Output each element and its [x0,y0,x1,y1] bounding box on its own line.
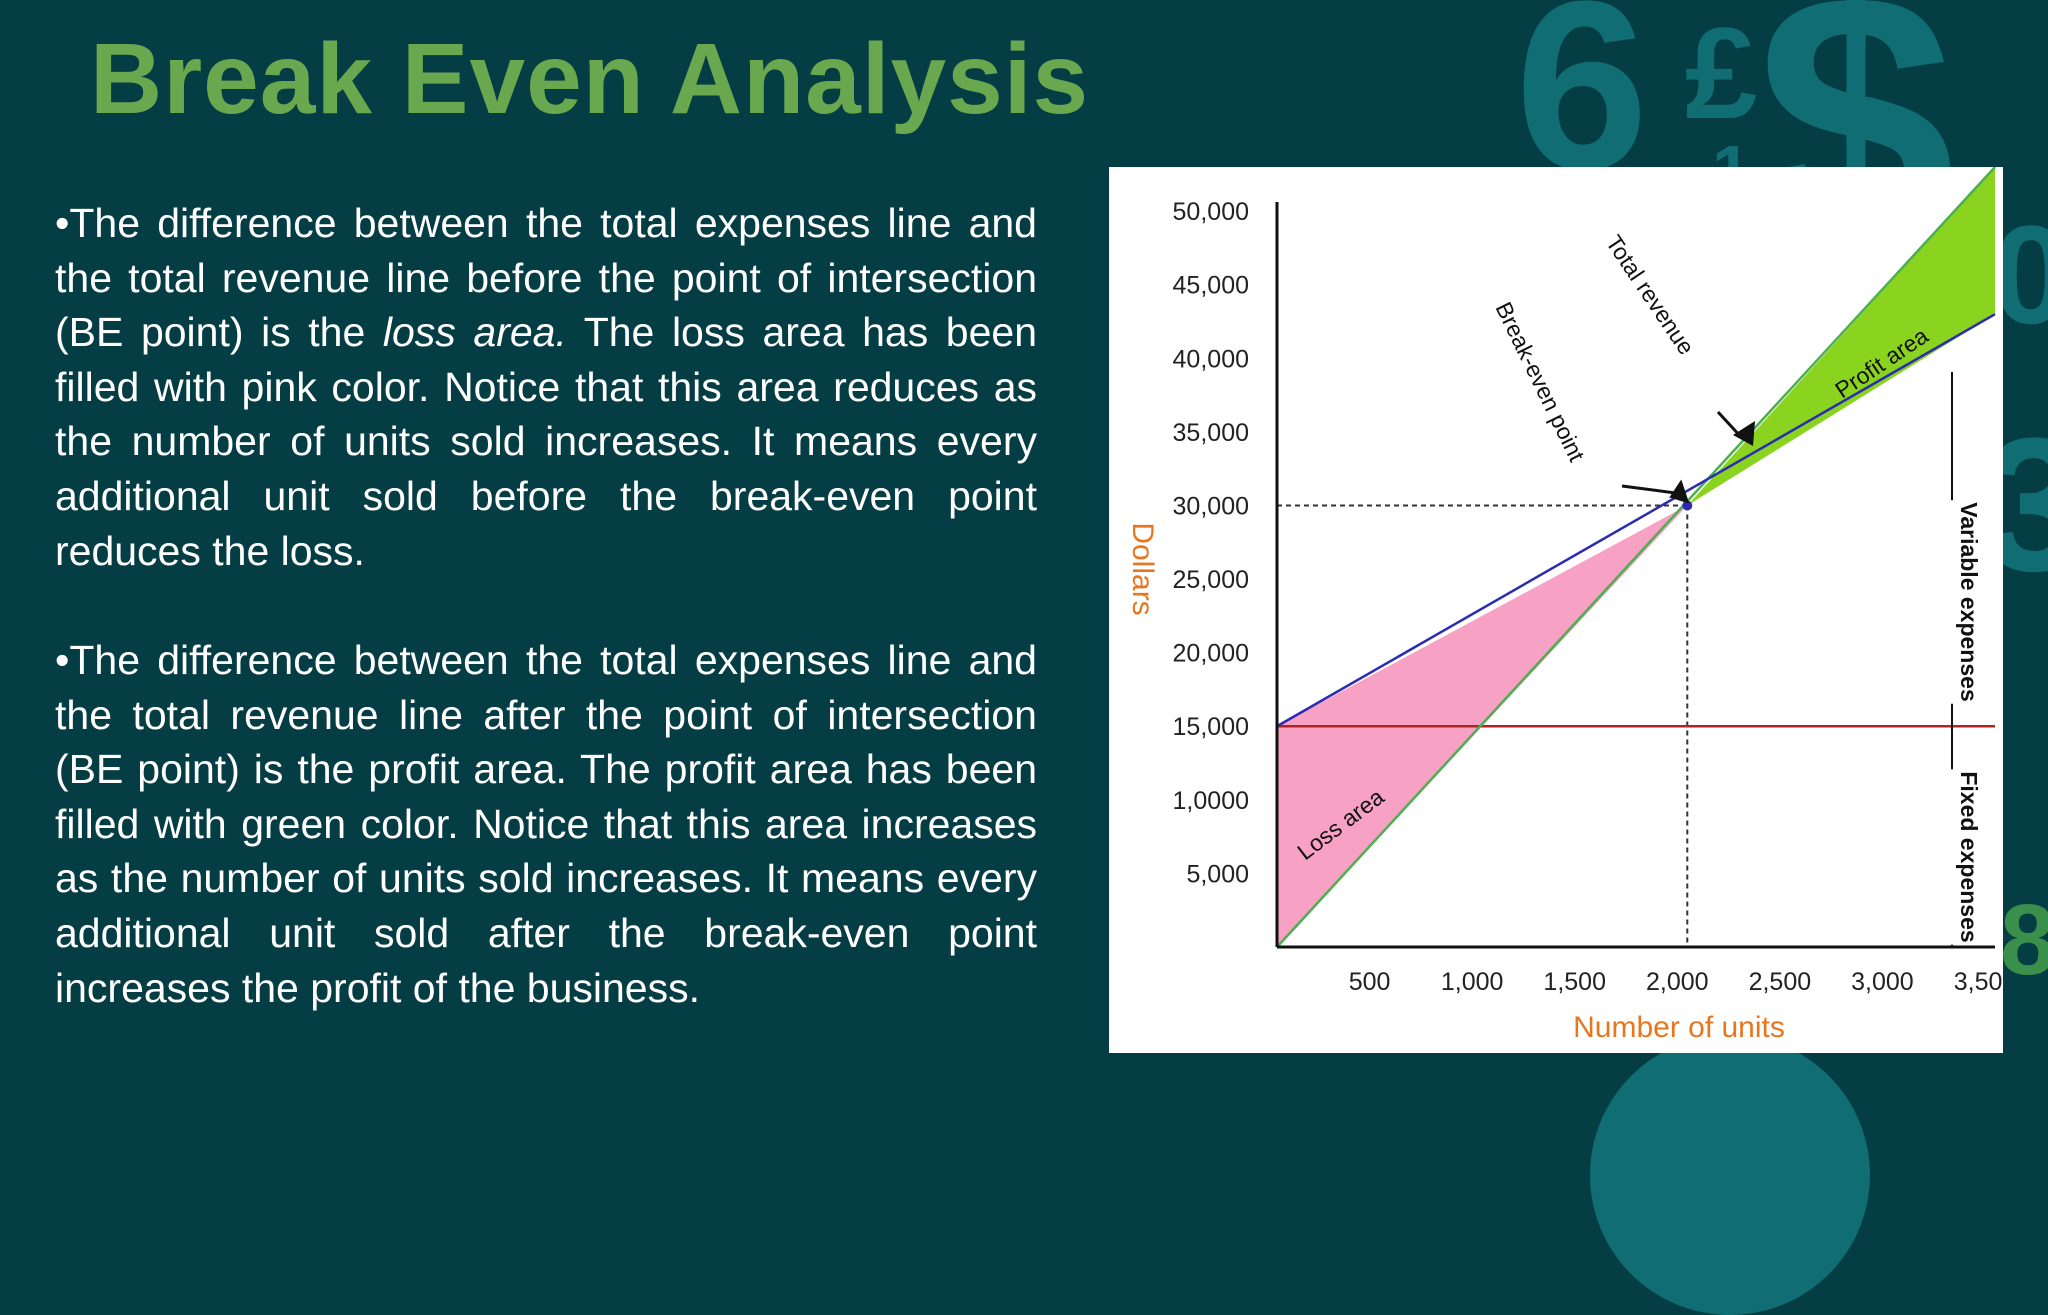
paragraph-loss-area-text-2: The loss area has been filled with pink … [55,309,1038,574]
y-tick-label-7: 40,000 [1173,345,1249,373]
fixed-expenses-label: Fixed expenses [1956,771,1982,942]
total-revenue-arrowhead [1733,421,1755,446]
x-tick-label-0: 500 [1349,968,1391,996]
y-tick-label-4: 25,000 [1173,566,1249,594]
y-tick-label-5: 30,000 [1173,492,1249,520]
y-tick-label-0: 5,000 [1186,860,1249,888]
fixed-expenses-label-mask [1950,769,1988,945]
y-tick-label-9: 50,000 [1173,198,1249,226]
decor-circle-shape [1590,1035,1870,1315]
break-even-point-label: Break-even point [1491,298,1591,466]
paragraph-profit-area: •The difference between the total expens… [55,637,1037,1011]
y-axis-label: Dollars [1126,522,1159,615]
x-tick-label-3: 2,000 [1646,968,1709,996]
total-revenue-line [1276,167,1996,948]
x-axis-label: Number of units [1573,1011,1785,1044]
y-tick-labels: 5,000 1,0000 15,000 20,000 25,000 30,000 35,00… [1173,198,1249,888]
x-tick-label-5: 3,000 [1851,968,1914,996]
variable-expenses-label-mask [1950,500,1988,704]
total-revenue-label: Total revenue [1601,230,1700,359]
break-even-arrowhead [1669,479,1690,504]
break-even-point-marker [1682,500,1693,511]
break-even-chart-panel: 5,000 1,0000 15,000 20,000 25,000 30,000 35,00… [1109,167,2003,1053]
paragraph-loss-area-text-1: •The difference between the total expens… [55,200,1037,356]
y-tick-label-6: 35,000 [1173,419,1249,447]
y-tick-label-3: 20,000 [1173,640,1249,668]
x-tick-label-1: 1,000 [1441,968,1504,996]
loss-area-emphasis: loss area. [382,309,567,356]
y-tick-label-1: 1,0000 [1173,787,1249,815]
slide-title: Break Even Analysis [90,23,1090,135]
break-even-arrow [1621,484,1680,495]
variable-expenses-label: Variable expenses [1956,502,1982,701]
total-expenses-line [1276,313,1996,728]
decor-digit-8: 8 [2000,884,2048,996]
x-tick-label-2: 1,500 [1543,968,1606,996]
decor-pound-symbol: £ [1685,0,1758,146]
x-tick-label-6: 3,500 [1954,968,2003,996]
x-tick-labels: 500 1,000 1,500 2,000 2,500 3,000 3,500 [1349,968,2003,996]
break-even-chart: 5,000 1,0000 15,000 20,000 25,000 30,000 35,00… [1126,167,2003,1044]
y-tick-label-8: 45,000 [1173,272,1249,300]
paragraph-loss-area: •The difference between the total expens… [55,196,1037,578]
y-tick-label-2: 15,000 [1173,713,1249,741]
x-tick-label-4: 2,500 [1749,968,1812,996]
